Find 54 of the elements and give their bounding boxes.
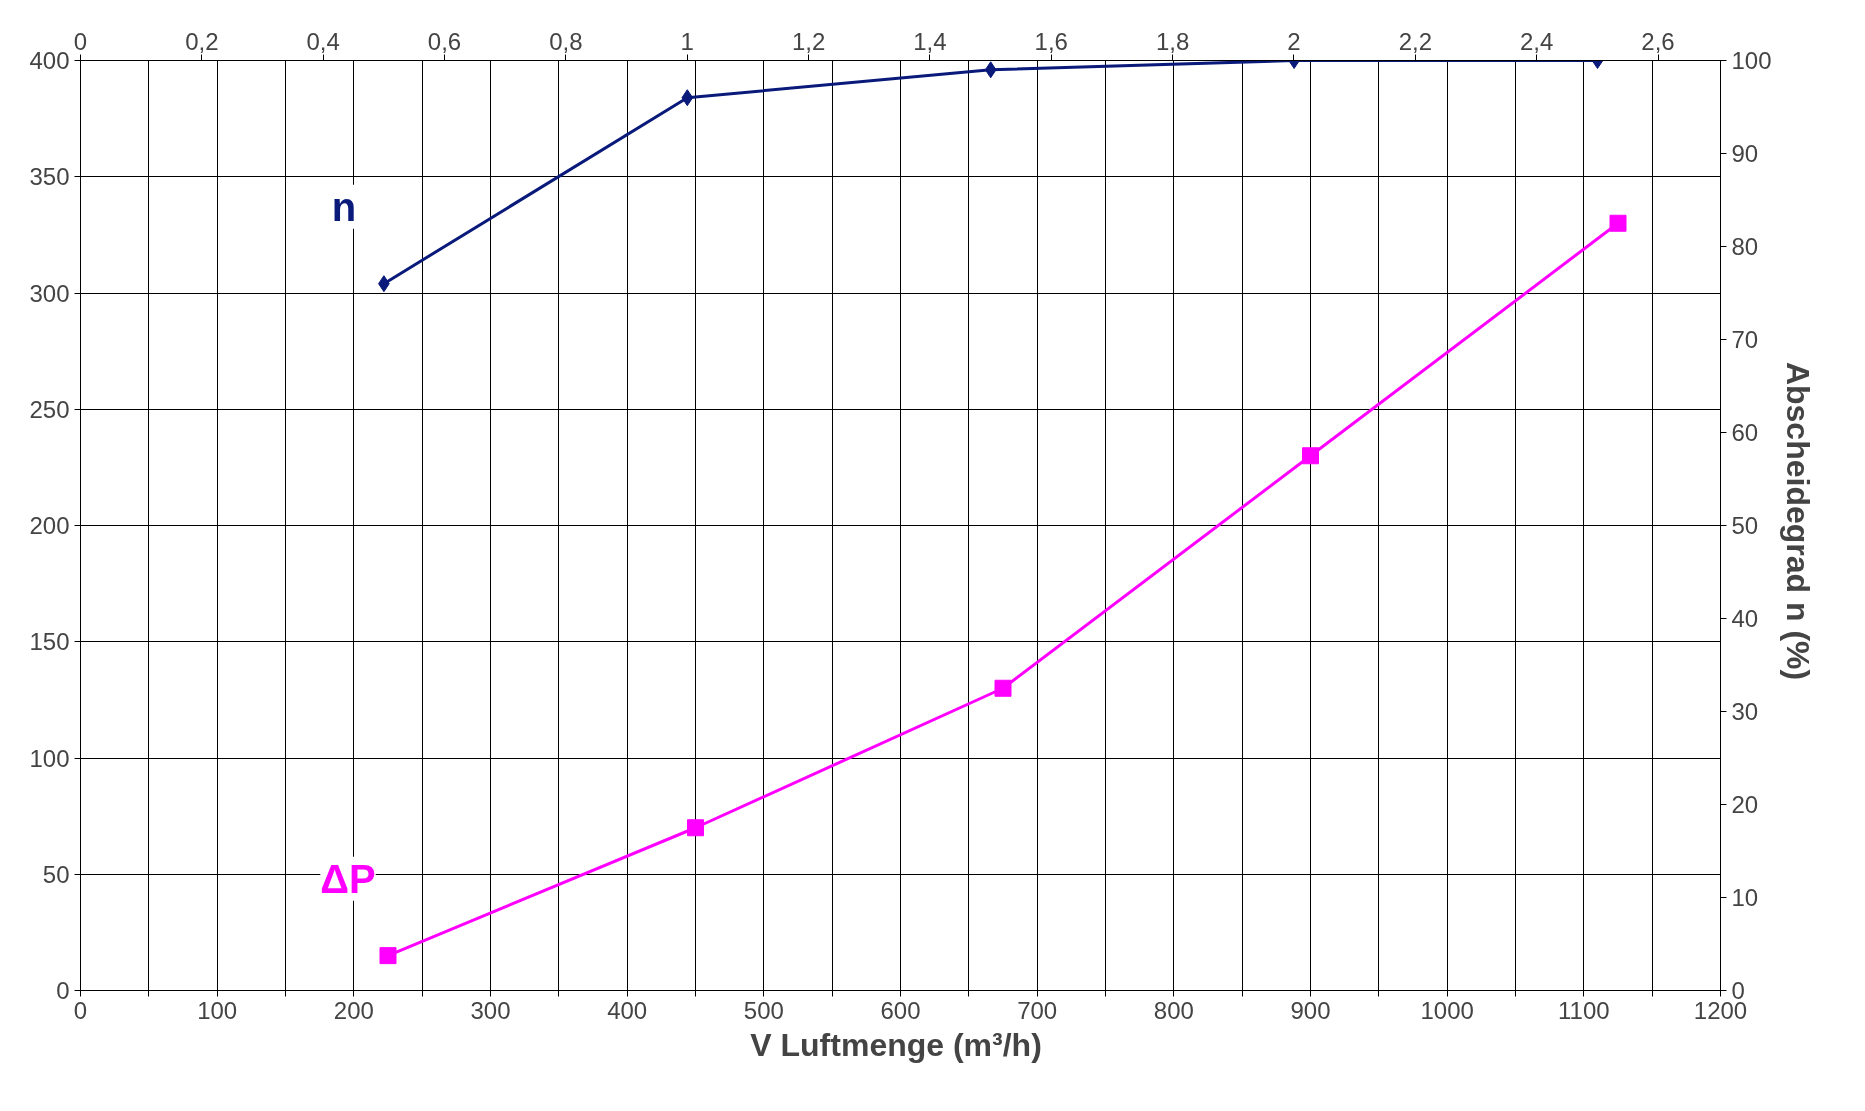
x2-tick-label: 1,8 (1155, 27, 1190, 55)
point (379, 947, 397, 965)
y2-tick-label: 40 (1731, 605, 1759, 632)
x-tick-label: 700 (1017, 996, 1058, 1024)
y2-axis-title: Abscheidegrad n (%) (1779, 361, 1816, 681)
y-tick-label: 350 (29, 163, 70, 191)
x-tick-label: 1000 (1420, 996, 1474, 1024)
x2-tick-label: 2,6 (1641, 27, 1675, 55)
x2-tick-label: 2,2 (1398, 27, 1433, 55)
point (1609, 214, 1627, 232)
y-tick-label: 200 (29, 512, 70, 539)
y2-tick-label: 90 (1731, 140, 1759, 167)
x-tick-label: 900 (1290, 996, 1331, 1024)
x-tick-label: 500 (743, 996, 784, 1024)
x2-tick-label: 0,6 (427, 27, 462, 55)
point (1302, 447, 1319, 465)
y-tick-label: 50 (42, 860, 70, 888)
y2-tick-label: 80 (1731, 233, 1759, 260)
x-tick-label: 800 (1153, 996, 1194, 1024)
x-tick-label: 600 (880, 996, 921, 1024)
y-tick-label: 400 (29, 47, 70, 74)
x-tick-label: 1100 (1558, 996, 1610, 1024)
y-tick-label: 0 (56, 977, 70, 1004)
y2-tick-label: 30 (1731, 698, 1759, 725)
x2-tick-label: 1,2 (791, 27, 826, 55)
x2-tick-label: 1,4 (913, 27, 947, 55)
x-tick-label: 300 (470, 996, 511, 1024)
x2-tick-label: 1 (680, 27, 694, 55)
x-tick-label: 200 (333, 996, 374, 1024)
x2-tick-label: 1,6 (1034, 27, 1068, 55)
y-tick-label: 150 (29, 628, 70, 656)
x2-tick-label: 0,2 (185, 27, 219, 55)
point (994, 679, 1012, 697)
y2-tick-label: 50 (1731, 512, 1759, 539)
y2-tick-label: 100 (1731, 47, 1772, 74)
x-tick-label: 0 (73, 996, 88, 1024)
y-tick-label: 250 (29, 395, 70, 423)
x2-tick-label: 0,8 (549, 27, 583, 55)
x2-tick-label: 0,4 (306, 27, 340, 55)
x2-tick-label: 2 (1287, 27, 1301, 55)
point (687, 819, 704, 837)
y2-tick-label: 10 (1731, 884, 1759, 911)
y-tick-label: 100 (29, 744, 70, 772)
series-label: n (331, 184, 357, 229)
y2-tick-label: 60 (1731, 419, 1759, 446)
y-tick-label: 300 (29, 279, 70, 307)
series-label: ΔP (320, 856, 376, 901)
y2-tick-label: 20 (1731, 791, 1759, 818)
x-axis-title: V Luftmenge (m³/h) (750, 1026, 1042, 1063)
x-tick-label: 400 (607, 996, 648, 1024)
x-tick-label: 100 (197, 996, 238, 1024)
x2-tick-label: 0 (73, 27, 88, 55)
y2-tick-label: 70 (1731, 326, 1759, 353)
x2-tick-label: 2,4 (1519, 27, 1554, 55)
